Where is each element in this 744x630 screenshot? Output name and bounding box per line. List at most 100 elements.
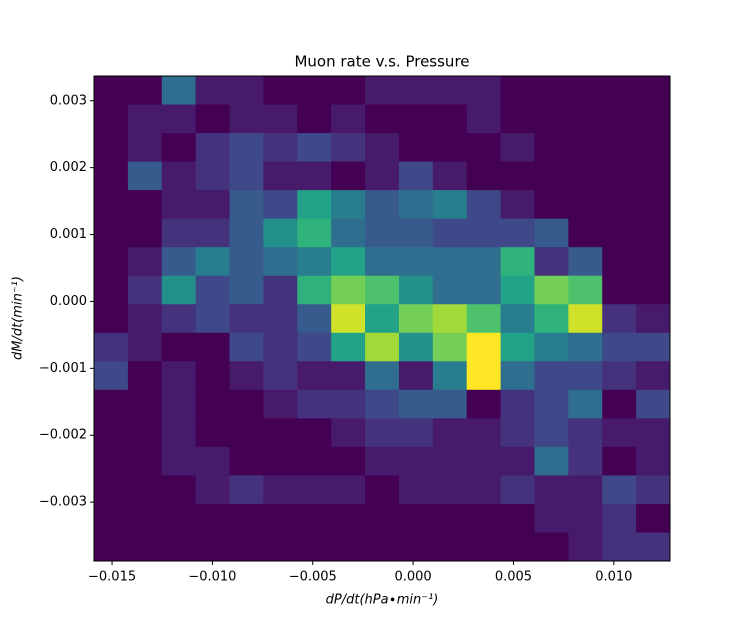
heat-cell (398, 161, 434, 191)
plot-frame (93, 75, 671, 562)
heat-cell (94, 190, 129, 220)
x-tick-label: −0.010 (188, 570, 236, 585)
heat-cell (229, 361, 264, 391)
heat-cell (365, 532, 400, 562)
heat-cell (568, 475, 603, 505)
heat-cell (94, 332, 129, 362)
heat-cell (229, 475, 264, 505)
heat-cell (263, 104, 298, 134)
heat-cell (636, 76, 671, 106)
heat-cell (466, 76, 502, 106)
heat-cell (398, 332, 434, 362)
heat-cell (161, 446, 197, 476)
heat-cell (195, 161, 231, 191)
heat-cell (195, 304, 231, 334)
heat-cell (161, 532, 197, 562)
heat-cell (602, 76, 637, 106)
heat-cell (500, 304, 535, 334)
heat-cell (636, 304, 671, 334)
heat-cell (534, 104, 569, 134)
heat-cell (331, 247, 366, 277)
heat-cell (331, 332, 366, 362)
heat-cell (466, 190, 502, 220)
y-tick-label: 0.001 (50, 227, 87, 242)
heat-cell (297, 304, 332, 334)
heat-cell (331, 104, 366, 134)
heat-cell (602, 133, 637, 163)
heat-cell (161, 247, 197, 277)
heat-cell (297, 418, 332, 448)
heat-cell (161, 389, 197, 419)
heat-cell (466, 361, 502, 391)
heat-cell (432, 503, 468, 533)
heat-cell (500, 161, 535, 191)
heat-cell (534, 389, 569, 419)
heat-cell (636, 133, 671, 163)
heat-cell (229, 133, 264, 163)
heat-cell (195, 332, 231, 362)
heat-cell (432, 418, 468, 448)
heat-cell (127, 332, 163, 362)
heat-cell (432, 446, 468, 476)
heat-cell (263, 332, 298, 362)
heat-cell (195, 446, 231, 476)
heat-cell (636, 275, 671, 305)
y-tick-label: 0.000 (50, 294, 87, 309)
heat-cell (94, 532, 129, 562)
heat-cell (331, 76, 366, 106)
heat-cell (127, 418, 163, 448)
heat-cell (161, 104, 197, 134)
heat-cell (94, 275, 129, 305)
heat-cell (602, 104, 637, 134)
heat-cell (568, 446, 603, 476)
heat-cell (195, 76, 231, 106)
heat-cell (636, 446, 671, 476)
heat-cell (466, 275, 502, 305)
heat-cell (263, 389, 298, 419)
heat-cell (500, 104, 535, 134)
y-tick-label: 0.003 (50, 93, 87, 108)
heat-cell (297, 503, 332, 533)
heat-cell (263, 532, 298, 562)
y-tick-label: 0.002 (50, 160, 87, 175)
x-tick-label: 0.000 (394, 570, 431, 585)
heat-cell (432, 247, 468, 277)
heat-cell (94, 503, 129, 533)
heat-cell (229, 418, 264, 448)
y-tick-label: −0.002 (39, 428, 87, 443)
heat-cell (94, 104, 129, 134)
heat-cell (466, 503, 502, 533)
heat-cell (466, 104, 502, 134)
heat-cell (500, 532, 535, 562)
heat-cell (534, 218, 569, 248)
heat-cell (466, 133, 502, 163)
heat-cell (127, 104, 163, 134)
heat-cell (127, 161, 163, 191)
heat-cell (365, 418, 400, 448)
heat-cell (602, 361, 637, 391)
heat-cell (636, 161, 671, 191)
heat-cell (500, 133, 535, 163)
heat-cell (534, 532, 569, 562)
heat-cell (534, 361, 569, 391)
heat-cell (636, 104, 671, 134)
heat-cell (466, 247, 502, 277)
heat-cell (365, 218, 400, 248)
heat-cell (398, 304, 434, 334)
heat-cell (398, 190, 434, 220)
heat-cell (636, 503, 671, 533)
heat-cell (365, 389, 400, 419)
heat-cell (127, 218, 163, 248)
heat-cell (568, 532, 603, 562)
heat-cell (94, 76, 129, 106)
heat-cell (297, 247, 332, 277)
heat-cell (331, 389, 366, 419)
heat-cell (297, 104, 332, 134)
heat-cell (398, 503, 434, 533)
heat-cell (398, 446, 434, 476)
heat-cell (365, 161, 400, 191)
heat-cell (500, 361, 535, 391)
heat-cell (195, 190, 231, 220)
heat-cell (432, 218, 468, 248)
